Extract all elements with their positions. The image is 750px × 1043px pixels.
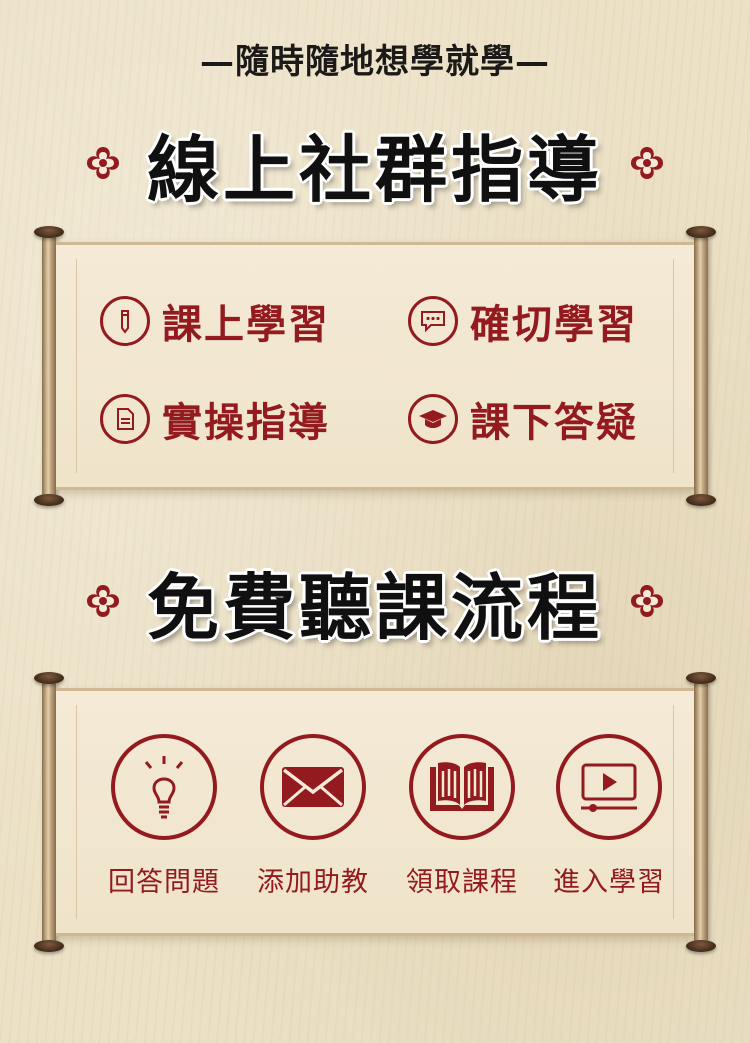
scroll-rod-left xyxy=(42,236,56,500)
envelope-icon xyxy=(260,734,366,840)
section1-heading: 線上社群指導 xyxy=(0,118,750,212)
ornament-right-icon xyxy=(627,581,667,621)
scroll-rod-right xyxy=(694,236,708,500)
tagline: —隨時隨地想學就學— xyxy=(200,42,550,82)
step-label: 領取課程 xyxy=(406,867,518,898)
feature-label: 實操指導 xyxy=(162,400,330,446)
step-add-assistant: 添加助教 xyxy=(253,734,373,899)
feature-item: 實操指導 xyxy=(100,390,330,448)
step-start-learning: 進入學習 xyxy=(549,734,669,899)
feature-item: 課上學習 xyxy=(100,292,330,350)
section2-title: 免費聽課流程 xyxy=(146,564,603,650)
graduation-cap-icon xyxy=(408,394,458,444)
lightbulb-icon xyxy=(111,734,217,840)
ornament-left-icon xyxy=(83,581,123,621)
section1-title: 線上社群指導 xyxy=(146,126,603,212)
feature-label: 課下答疑 xyxy=(470,400,638,446)
step-get-course: 領取課程 xyxy=(402,734,522,899)
feature-label: 課上學習 xyxy=(162,302,330,348)
ornament-right-icon xyxy=(627,143,667,183)
chat-bubble-icon xyxy=(408,296,458,346)
scroll-rod-right xyxy=(694,682,708,944)
scroll-knob xyxy=(34,940,64,952)
scroll-knob xyxy=(686,672,716,684)
scroll-paper xyxy=(56,242,694,490)
ornament-left-icon xyxy=(83,143,123,183)
scroll-rod-left xyxy=(42,682,56,944)
scroll-knob xyxy=(686,940,716,952)
feature-label: 確切學習 xyxy=(470,302,638,348)
feature-item: 課下答疑 xyxy=(408,390,638,448)
step-label: 添加助教 xyxy=(257,867,369,898)
scroll-knob xyxy=(34,672,64,684)
step-label: 回答問題 xyxy=(108,867,220,898)
document-icon xyxy=(100,394,150,444)
scroll-knob xyxy=(686,226,716,238)
feature-item: 確切學習 xyxy=(408,292,638,350)
step-label: 進入學習 xyxy=(553,867,665,898)
step-answer-questions: 回答問題 xyxy=(104,734,224,899)
open-book-icon xyxy=(409,734,515,840)
video-player-icon xyxy=(556,734,662,840)
pencil-icon xyxy=(100,296,150,346)
scroll-knob xyxy=(34,494,64,506)
scroll-knob xyxy=(686,494,716,506)
section2-heading: 免費聽課流程 xyxy=(0,554,750,650)
scroll-knob xyxy=(34,226,64,238)
